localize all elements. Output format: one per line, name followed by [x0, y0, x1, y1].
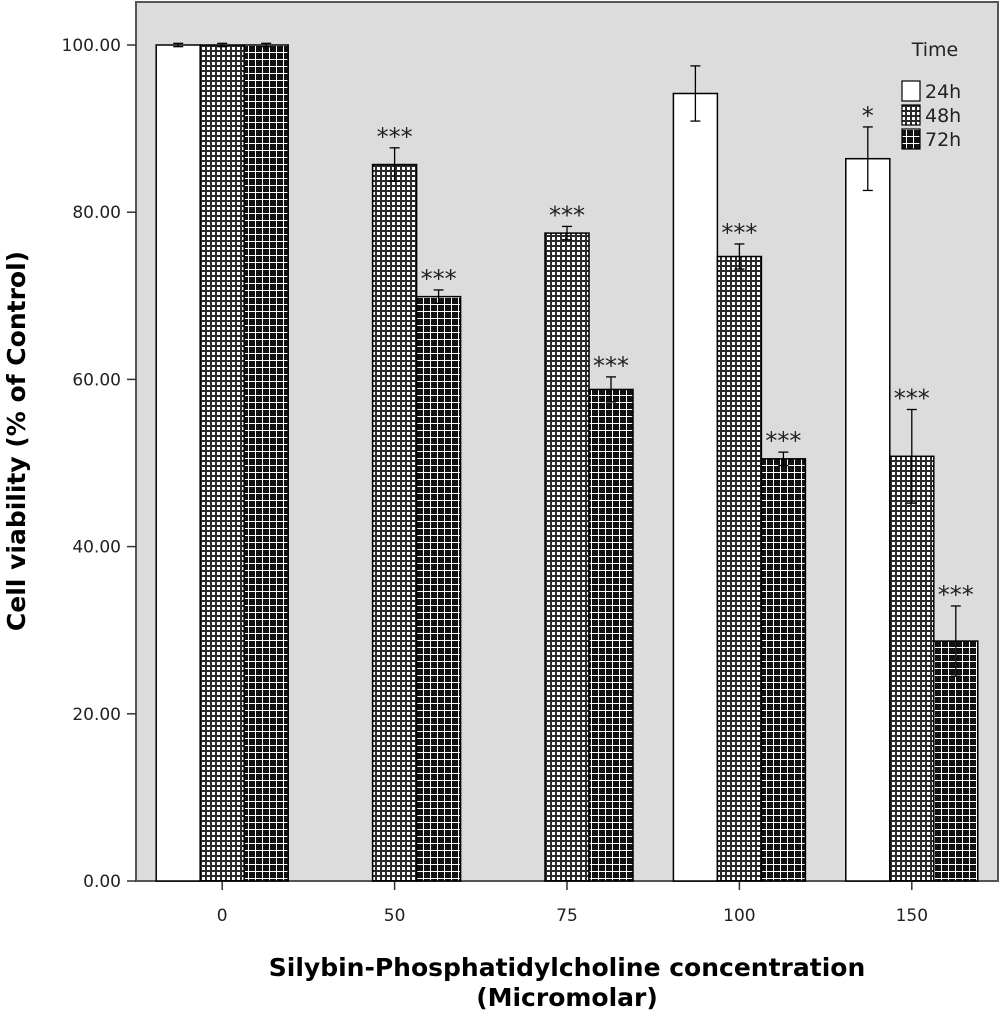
significance-label: *** — [377, 123, 413, 151]
y-tick-label: 80.00 — [72, 203, 121, 223]
legend-label-24h: 24h — [925, 81, 961, 103]
significance-label: *** — [721, 219, 757, 247]
bars-group: ************************* — [155, 42, 979, 882]
bar-48h-150 — [889, 455, 935, 882]
y-tick-label: 100.00 — [62, 36, 121, 56]
bar-72h-75 — [588, 388, 634, 882]
y-axis: 0.00 20.00 40.00 60.00 80.00 100.00 — [62, 36, 136, 892]
x-axis: 0 50 75 100 150 — [217, 881, 928, 926]
bar-48h-0 — [199, 44, 245, 882]
y-tick-label: 60.00 — [72, 370, 121, 390]
bar-72h-50 — [415, 295, 462, 882]
legend-label-48h: 48h — [925, 105, 961, 127]
significance-label: *** — [549, 201, 585, 229]
significance-label: *** — [593, 352, 629, 380]
x-tick-label: 75 — [556, 906, 578, 926]
legend-swatch-24h — [901, 80, 921, 102]
bar-72h-0 — [243, 44, 289, 882]
significance-label: *** — [938, 581, 974, 609]
x-tick-label: 50 — [384, 906, 406, 926]
bar-24h-150 — [845, 157, 891, 882]
legend-swatch-48h — [901, 104, 921, 126]
y-tick-label: 40.00 — [72, 538, 121, 558]
bar-48h-50 — [371, 163, 418, 882]
x-tick-label: 150 — [896, 906, 928, 926]
significance-label: * — [862, 102, 874, 130]
significance-label: *** — [421, 265, 457, 293]
bar-72h-100 — [760, 458, 807, 882]
x-axis-title-line2: (Micromolar) — [476, 983, 658, 1012]
bar-72h-150 — [933, 640, 979, 882]
bar-24h-0 — [155, 44, 201, 882]
significance-label: *** — [765, 427, 801, 455]
legend-label-72h: 72h — [925, 129, 961, 151]
x-axis-title-line1: Silybin-Phosphatidylcholine concentratio… — [269, 953, 866, 982]
y-tick-label: 20.00 — [72, 705, 121, 725]
x-tick-label: 0 — [217, 906, 228, 926]
legend-swatch-72h — [901, 128, 921, 150]
legend-title: Time — [911, 39, 959, 61]
y-tick-label: 0.00 — [83, 872, 121, 892]
y-axis-title: Cell viability (% of Control) — [2, 251, 31, 631]
bar-48h-75 — [544, 232, 590, 882]
significance-label: *** — [894, 384, 930, 412]
bar-24h-100 — [672, 92, 719, 882]
bar-48h-100 — [716, 255, 763, 882]
x-tick-label: 100 — [723, 906, 755, 926]
